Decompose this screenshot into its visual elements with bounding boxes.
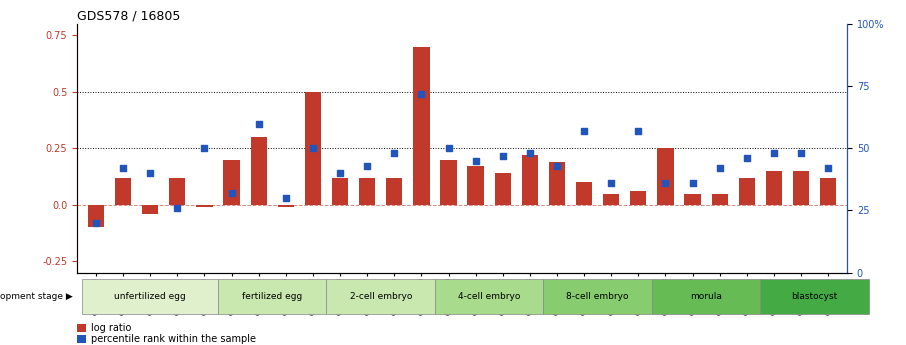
Text: unfertilized egg: unfertilized egg: [114, 292, 186, 301]
Point: [577, 128, 592, 134]
Bar: [304, 92, 321, 205]
Bar: [522, 155, 538, 205]
Text: log ratio: log ratio: [91, 323, 131, 333]
Text: 8-cell embryo: 8-cell embryo: [566, 292, 629, 301]
Bar: [711, 194, 728, 205]
Point: [116, 166, 130, 171]
Bar: [793, 171, 809, 205]
Point: [89, 220, 103, 226]
Text: blastocyst: blastocyst: [792, 292, 838, 301]
Text: fertilized egg: fertilized egg: [242, 292, 303, 301]
Bar: [82, 279, 218, 314]
Point: [685, 180, 699, 186]
Point: [414, 91, 429, 97]
Text: GDS578 / 16805: GDS578 / 16805: [77, 10, 180, 23]
Point: [441, 146, 456, 151]
Bar: [440, 160, 457, 205]
Bar: [576, 182, 593, 205]
Bar: [603, 194, 620, 205]
Point: [523, 150, 537, 156]
Point: [550, 163, 564, 168]
Point: [143, 170, 158, 176]
Bar: [652, 279, 760, 314]
Bar: [820, 178, 836, 205]
Bar: [77, 335, 86, 343]
Bar: [332, 178, 348, 205]
Bar: [169, 178, 186, 205]
Point: [225, 190, 239, 196]
Bar: [224, 160, 240, 205]
Point: [305, 146, 320, 151]
Text: morula: morula: [690, 292, 722, 301]
Bar: [142, 205, 159, 214]
Bar: [277, 205, 294, 207]
Bar: [413, 47, 429, 205]
Point: [496, 153, 510, 159]
Text: 4-cell embryo: 4-cell embryo: [458, 292, 520, 301]
Point: [712, 166, 727, 171]
Point: [333, 170, 347, 176]
Point: [766, 150, 781, 156]
Bar: [495, 173, 511, 205]
Point: [387, 150, 401, 156]
Bar: [77, 324, 86, 332]
Bar: [760, 279, 869, 314]
Bar: [435, 279, 544, 314]
Bar: [657, 148, 673, 205]
Bar: [631, 191, 647, 205]
Text: development stage ▶: development stage ▶: [0, 292, 73, 301]
Bar: [88, 205, 104, 227]
Point: [821, 166, 835, 171]
Point: [468, 158, 483, 164]
Point: [631, 128, 646, 134]
Bar: [251, 137, 267, 205]
Bar: [738, 178, 755, 205]
Bar: [544, 279, 652, 314]
Point: [739, 156, 754, 161]
Bar: [359, 178, 375, 205]
Point: [794, 150, 808, 156]
Text: 2-cell embryo: 2-cell embryo: [350, 292, 412, 301]
Bar: [115, 178, 131, 205]
Bar: [326, 279, 435, 314]
Bar: [684, 194, 700, 205]
Point: [252, 121, 266, 126]
Point: [278, 195, 293, 201]
Bar: [197, 205, 213, 207]
Bar: [218, 279, 326, 314]
Point: [198, 146, 212, 151]
Point: [170, 205, 185, 211]
Point: [360, 163, 374, 168]
Text: percentile rank within the sample: percentile rank within the sample: [91, 334, 255, 344]
Point: [604, 180, 619, 186]
Point: [658, 180, 672, 186]
Bar: [549, 162, 565, 205]
Bar: [467, 166, 484, 205]
Bar: [386, 178, 402, 205]
Bar: [766, 171, 782, 205]
